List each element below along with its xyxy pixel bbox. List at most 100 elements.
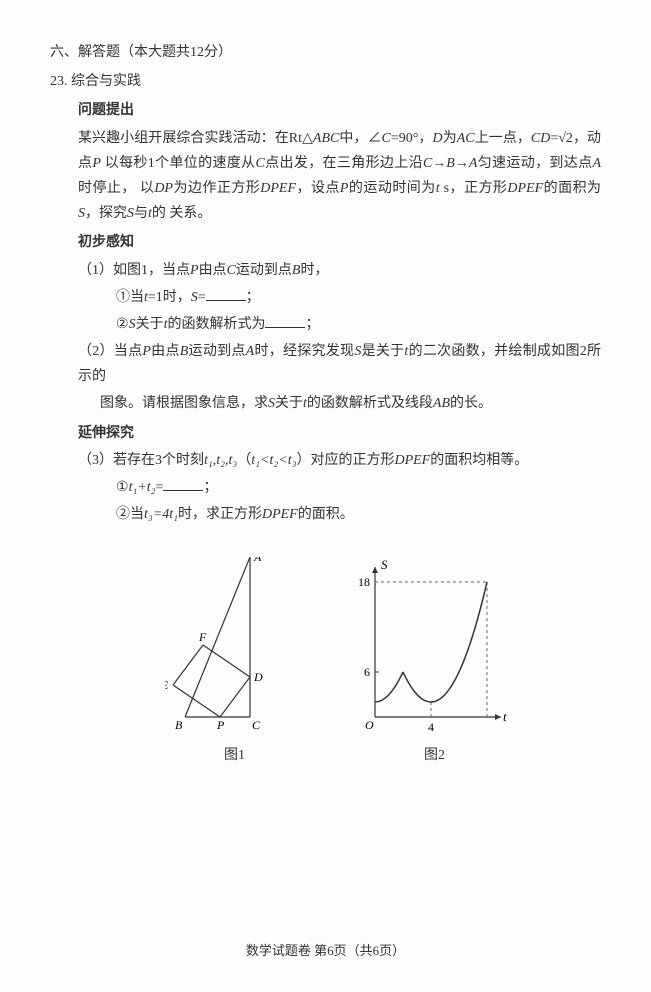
text: s，正方形 (440, 181, 508, 196)
text: 运动到点 (236, 263, 292, 278)
text: = (198, 290, 206, 305)
text: 为 (443, 131, 457, 146)
text: 时，经探究发现 (254, 344, 354, 359)
var: S (127, 206, 134, 221)
svg-text:t: t (503, 709, 507, 724)
var: AC (457, 131, 475, 146)
text: （1）如图1，当点 (78, 263, 190, 278)
item-3: （3）若存在3个时刻t₁,t₂,t₃（t₁<t₂<t₃）对应的正方形DPEF的面… (78, 448, 601, 473)
figure-1-diagram: A B C P D E F (165, 557, 305, 737)
text: = (156, 480, 164, 495)
text: ； (305, 317, 319, 332)
var: t₁+t₂ (129, 480, 156, 495)
text: 由点 (151, 344, 180, 359)
subtitle-2: 初步感知 (78, 230, 601, 255)
var: DPEF (260, 181, 296, 196)
var: P (142, 344, 151, 359)
item-3-2: ②当t₃=4t₁时，求正方形DPEF的面积。 (116, 502, 601, 527)
var: ABC (313, 131, 339, 146)
var: t₃=4t₁ (144, 507, 178, 522)
text: ②当 (116, 507, 144, 522)
text: ，探究 (85, 206, 127, 221)
var: S (268, 396, 275, 411)
blank (206, 286, 246, 301)
item-1-2: ②S关于t的函数解析式为； (116, 312, 601, 337)
text: 关于 (275, 396, 303, 411)
svg-text:D: D (253, 670, 263, 684)
text: 以 (140, 181, 154, 196)
text: ，设点 (296, 181, 340, 196)
svg-text:A: A (253, 557, 262, 564)
svg-text:4: 4 (428, 720, 434, 734)
svg-text:C: C (252, 718, 261, 732)
text: ① (116, 480, 129, 495)
text: 的面积均相等。 (430, 453, 528, 468)
text: 时，求正方形 (178, 507, 262, 522)
text: 时， (300, 263, 328, 278)
text: 运动到点 (188, 344, 245, 359)
var: S (78, 206, 85, 221)
text: 是关于 (361, 344, 404, 359)
figures-row: ABCPDEF 图1 6184StO 图2 (78, 557, 601, 768)
var: AB (433, 396, 450, 411)
svg-text:E: E (165, 678, 169, 692)
text: 的函数解析式及线段 (307, 396, 433, 411)
item-2: （2）当点P由点B运动到点A时，经探究发现S是关于t的二次函数，并绘制成如图2所… (78, 339, 601, 389)
question-number: 23. 综合与实践 (50, 69, 601, 94)
text: 的面积为 (543, 181, 601, 196)
section-header: 六、解答题（本大题共12分） (50, 40, 601, 65)
var: C (382, 131, 391, 146)
text: ； (246, 290, 260, 305)
var: DP (154, 181, 173, 196)
svg-text:B: B (175, 718, 183, 732)
var: P (190, 263, 199, 278)
figure-2-block: 6184StO 图2 (355, 557, 515, 768)
figure-1-caption: 图1 (224, 743, 245, 768)
figure-1-block: A B C P D E F 图1 (165, 557, 305, 768)
svg-text:F: F (198, 630, 207, 644)
text: 图象。请根据图象信息，求 (100, 396, 268, 411)
text: 上一点， (475, 131, 531, 146)
figure-2-chart: 6184StO (355, 557, 515, 737)
text: 匀速运动，到达点 (477, 156, 592, 171)
subtitle-3: 延伸探究 (78, 421, 601, 446)
text: 为边作正方形 (173, 181, 260, 196)
text: ② (116, 317, 129, 332)
var: C (227, 263, 236, 278)
var: P (92, 156, 101, 171)
text: =1时， (148, 290, 191, 305)
figure-2-caption: 图2 (424, 743, 445, 768)
var: DPEF (394, 453, 430, 468)
var: DPEF (507, 181, 543, 196)
text: 以每秒1个单位的速度从 (105, 156, 256, 171)
blank (163, 476, 203, 491)
text: =90°， (391, 131, 433, 146)
text: 的面积。 (298, 507, 354, 522)
problem-statement: 某兴趣小组开展综合实践活动：在Rt△ABC中，∠C=90°，D为AC上一点，CD… (78, 126, 601, 227)
var: DPEF (262, 507, 298, 522)
text: （ (237, 453, 251, 468)
text: 点出发，在三角形边上沿 (265, 156, 423, 171)
svg-text:S: S (381, 557, 388, 572)
var: S (129, 317, 136, 332)
text: 的长。 (450, 396, 492, 411)
text: ）对应的正方形 (296, 453, 394, 468)
subtitle-1: 问题提出 (78, 98, 601, 123)
var: A (592, 156, 601, 171)
blank (265, 313, 305, 328)
text: 的运动时间为 (348, 181, 435, 196)
text: 中，∠ (339, 131, 381, 146)
text: 的函数解析式为 (167, 317, 265, 332)
text: 与 (134, 206, 148, 221)
text: 的 (152, 206, 166, 221)
text: （3）若存在3个时刻 (78, 453, 204, 468)
var: D (432, 131, 442, 146)
text: 时停止， (78, 181, 136, 196)
var: t₁<t₂<t₃ (251, 453, 296, 468)
text: （2）当点 (78, 344, 142, 359)
text: 关系。 (169, 206, 211, 221)
text: 某兴趣小组开展综合实践活动：在Rt△ (78, 131, 313, 146)
text: 关于 (136, 317, 164, 332)
svg-text:P: P (216, 718, 225, 732)
var: CD (531, 131, 550, 146)
